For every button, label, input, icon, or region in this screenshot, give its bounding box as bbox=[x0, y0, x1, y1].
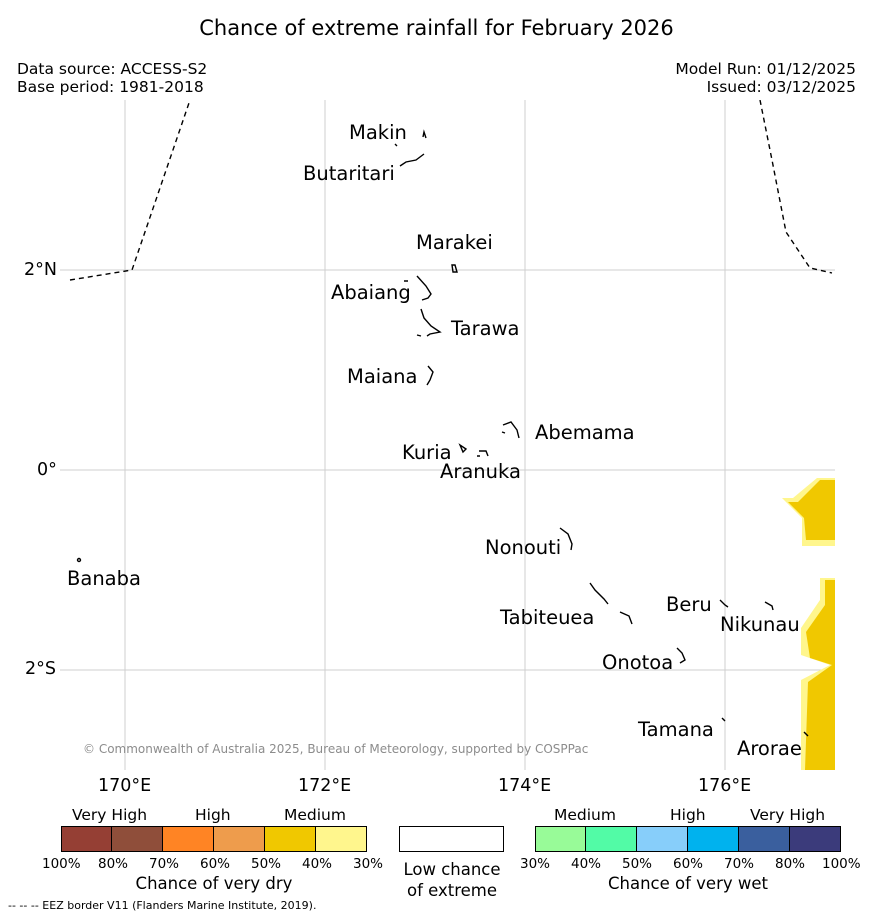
label-banaba: Banaba bbox=[67, 567, 141, 590]
run-info: Model Run: 01/12/2025 Issued: 03/12/2025 bbox=[675, 60, 856, 96]
dry-tick-50: 50% bbox=[251, 856, 282, 872]
dry-tick-70: 70% bbox=[149, 856, 180, 872]
wet-tick-50: 50% bbox=[622, 856, 653, 872]
maiana-atoll bbox=[426, 365, 434, 386]
label-kuria: Kuria bbox=[402, 441, 452, 464]
wet-swatch-5 bbox=[739, 826, 790, 852]
map-title: Chance of extreme rainfall for February … bbox=[199, 16, 674, 40]
wet-swatch-4 bbox=[688, 826, 739, 852]
arorae-island bbox=[803, 731, 809, 737]
label-aranuka: Aranuka bbox=[440, 460, 521, 483]
beru-atoll bbox=[719, 599, 729, 608]
wet-tick-100: 100% bbox=[822, 856, 861, 872]
lat-label-2s: 2°S bbox=[25, 659, 56, 679]
wet-swatch-1 bbox=[535, 826, 586, 852]
dry-tick-30: 30% bbox=[353, 856, 384, 872]
wet-cat-high: High bbox=[670, 806, 706, 824]
wet-legend-label: Chance of very wet bbox=[608, 874, 768, 893]
tabiteuea-atoll bbox=[589, 582, 633, 625]
wet-swatch-3 bbox=[637, 826, 688, 852]
wet-tick-60: 60% bbox=[673, 856, 704, 872]
lon-label-172: 172°E bbox=[298, 776, 352, 796]
label-abaiang: Abaiang bbox=[331, 281, 411, 304]
dry-cat-high: High bbox=[195, 806, 231, 824]
abaiang-atoll bbox=[404, 275, 432, 301]
dry-tick-80: 80% bbox=[98, 856, 129, 872]
dry-legend-label: Chance of very dry bbox=[135, 874, 293, 893]
lat-label-0: 0° bbox=[37, 460, 57, 480]
lon-label-170: 170°E bbox=[98, 776, 152, 796]
low-chance-label-line1: Low chance bbox=[403, 860, 501, 879]
eez-borders bbox=[69, 100, 833, 281]
label-arorae: Arorae bbox=[737, 737, 802, 760]
butaritari-atoll bbox=[399, 153, 425, 167]
eez-note: -- -- -- EEZ border V11 (Flanders Marine… bbox=[8, 899, 317, 912]
onotoa-atoll bbox=[676, 647, 686, 664]
dry-tick-100: 100% bbox=[42, 856, 81, 872]
tamana-island bbox=[721, 717, 726, 722]
label-beru: Beru bbox=[666, 593, 712, 616]
label-marakei: Marakei bbox=[416, 231, 493, 254]
wet-cat-very-high: Very High bbox=[750, 806, 826, 824]
label-butaritari: Butaritari bbox=[303, 162, 395, 185]
label-abemama: Abemama bbox=[535, 421, 635, 444]
dry-swatch-2 bbox=[112, 826, 163, 852]
wet-tick-40: 40% bbox=[571, 856, 602, 872]
makin-atoll bbox=[394, 129, 427, 147]
base-period: Base period: 1981-2018 bbox=[17, 78, 204, 96]
nonouti-atoll bbox=[559, 527, 573, 551]
abemama-atoll bbox=[501, 421, 520, 439]
dry-swatch-3 bbox=[163, 826, 214, 852]
eez-east bbox=[759, 100, 833, 274]
issued-date: Issued: 03/12/2025 bbox=[706, 78, 856, 96]
label-tamana: Tamana bbox=[638, 718, 714, 741]
tarawa-atoll bbox=[416, 308, 442, 337]
wet-tick-30: 30% bbox=[520, 856, 551, 872]
dry-swatch-4 bbox=[214, 826, 265, 852]
low-chance-label-line2: of extreme bbox=[406, 881, 498, 900]
nikunau-atoll bbox=[764, 601, 774, 611]
label-maiana: Maiana bbox=[347, 365, 418, 388]
lat-label-2n: 2°N bbox=[24, 260, 57, 280]
dry-cat-medium: Medium bbox=[284, 806, 346, 824]
label-makin: Makin bbox=[349, 121, 407, 144]
model-run: Model Run: 01/12/2025 bbox=[675, 60, 856, 78]
label-nikunau: Nikunau bbox=[720, 613, 800, 636]
kuria-aranuka-atoll bbox=[458, 443, 489, 457]
shade-medium-north bbox=[788, 480, 835, 540]
dry-cat-very-high: Very High bbox=[72, 806, 148, 824]
wet-tick-80: 80% bbox=[775, 856, 806, 872]
wet-swatch-6 bbox=[790, 826, 841, 852]
dry-tick-60: 60% bbox=[200, 856, 231, 872]
data-source: Data source: ACCESS-S2 bbox=[17, 60, 208, 78]
dry-swatch-5 bbox=[265, 826, 316, 852]
label-nonouti: Nonouti bbox=[485, 536, 562, 559]
dry-swatch-1 bbox=[61, 826, 112, 852]
rainfall-map bbox=[60, 100, 835, 770]
banaba-island bbox=[76, 557, 82, 563]
source-info: Data source: ACCESS-S2 Base period: 1981… bbox=[17, 60, 207, 96]
wet-cat-medium: Medium bbox=[554, 806, 616, 824]
low-chance-swatch bbox=[399, 826, 504, 852]
dry-shading bbox=[782, 478, 835, 770]
wet-swatch-2 bbox=[586, 826, 637, 852]
label-tarawa: Tarawa bbox=[451, 317, 520, 340]
marakei-atoll bbox=[451, 264, 458, 273]
lon-label-174: 174°E bbox=[498, 776, 552, 796]
shade-medium-south bbox=[805, 580, 835, 770]
label-tabiteuea: Tabiteuea bbox=[500, 606, 595, 629]
atolls bbox=[76, 129, 809, 737]
low-chance-label: Low chance of extreme bbox=[390, 859, 514, 901]
label-onotoa: Onotoa bbox=[602, 651, 674, 674]
copyright: © Commonwealth of Australia 2025, Bureau… bbox=[83, 742, 589, 756]
dry-swatch-6 bbox=[316, 826, 367, 852]
eez-west bbox=[69, 100, 191, 281]
grid-lines bbox=[60, 100, 835, 770]
dry-tick-40: 40% bbox=[302, 856, 333, 872]
lon-label-176: 176°E bbox=[698, 776, 752, 796]
wet-tick-70: 70% bbox=[724, 856, 755, 872]
